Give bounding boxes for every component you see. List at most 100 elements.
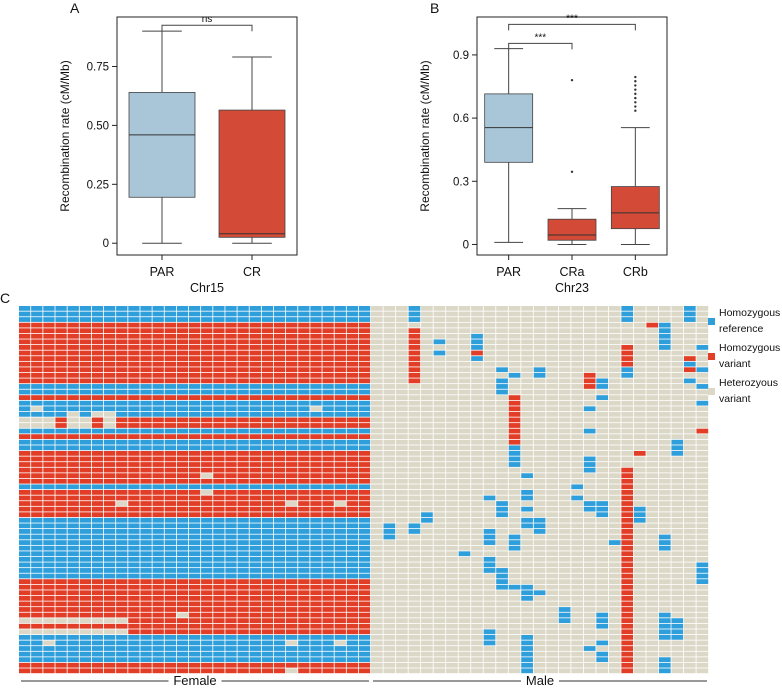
- heatmap-cell: [483, 634, 496, 640]
- heatmap-cell: [633, 306, 646, 311]
- heatmap-cell: [273, 423, 286, 428]
- heatmap-cell: [128, 612, 140, 618]
- heatmap-cell: [346, 384, 359, 389]
- heatmap-cell: [671, 333, 684, 339]
- heatmap-cell: [358, 612, 371, 618]
- heatmap-cell: [358, 333, 371, 339]
- heatmap-cell: [471, 623, 483, 629]
- heatmap-cell: [286, 439, 298, 445]
- heatmap-cell: [508, 629, 521, 635]
- heatmap-cell: [646, 428, 659, 434]
- heatmap-cell: [558, 311, 571, 317]
- heatmap-cell: [273, 467, 286, 473]
- heatmap-cell: [43, 573, 55, 579]
- heatmap-cell: [546, 607, 558, 612]
- heatmap-cell: [646, 501, 659, 506]
- heatmap-cell: [261, 540, 274, 545]
- heatmap-cell: [176, 517, 189, 523]
- heatmap-cell: [646, 350, 659, 356]
- heatmap-cell: [43, 395, 55, 400]
- significance-bracket: [508, 42, 573, 50]
- heatmap-cell: [79, 311, 92, 317]
- heatmap-cell: [658, 512, 671, 518]
- x-tick-label: PAR: [496, 265, 521, 279]
- heatmap-cell: [286, 462, 298, 467]
- heatmap-cell: [683, 562, 696, 568]
- heatmap-cell: [608, 400, 621, 406]
- heatmap-cell: [116, 651, 128, 657]
- heatmap-cell: [249, 562, 261, 568]
- heatmap-cell: [533, 601, 546, 607]
- heatmap-cell: [521, 657, 533, 663]
- heatmap-cell: [116, 534, 128, 540]
- heatmap-cell: [671, 423, 684, 428]
- heatmap-cell: [128, 456, 140, 462]
- heatmap-cell: [358, 473, 371, 479]
- heatmap-cell: [225, 361, 237, 367]
- heatmap-cell: [67, 428, 79, 434]
- heatmap-cell: [213, 333, 225, 339]
- heatmap-cell: [188, 640, 201, 646]
- heatmap-cell: [273, 450, 286, 456]
- heatmap-cell: [298, 640, 310, 646]
- heatmap-cell: [176, 450, 189, 456]
- heatmap-cell: [358, 445, 371, 451]
- heatmap-cell: [31, 579, 43, 584]
- heatmap-cell: [249, 467, 261, 473]
- heatmap-cell: [298, 607, 310, 612]
- heatmap-cell: [571, 562, 584, 568]
- heatmap-cell: [396, 506, 408, 512]
- heatmap-cell: [116, 512, 128, 518]
- heatmap-cell: [633, 501, 646, 506]
- heatmap-cell: [152, 367, 164, 373]
- heatmap-cell: [237, 428, 249, 434]
- heatmap-cell: [596, 556, 609, 562]
- heatmap-cell: [421, 668, 433, 674]
- heatmap-cell: [43, 467, 55, 473]
- heatmap-cell: [621, 411, 634, 417]
- heatmap-cell: [546, 328, 558, 334]
- heatmap-cell: [408, 372, 421, 378]
- heatmap-cell: [546, 467, 558, 473]
- heatmap-cell: [152, 384, 164, 389]
- heatmap-cell: [696, 584, 709, 590]
- heatmap-cell: [322, 317, 334, 322]
- heatmap-cell: [188, 356, 201, 361]
- heatmap-cell: [608, 584, 621, 590]
- heatmap-cell: [249, 595, 261, 601]
- heatmap-cell: [458, 367, 471, 373]
- heatmap-cell: [213, 646, 225, 651]
- heatmap-cell: [533, 406, 546, 412]
- heatmap-cell: [496, 467, 508, 473]
- heatmap-cell: [140, 333, 152, 339]
- heatmap-cell: [79, 523, 92, 529]
- heatmap-cell: [408, 450, 421, 456]
- heatmap-cell: [408, 512, 421, 518]
- heatmap-cell: [164, 501, 176, 506]
- heatmap-cell: [31, 634, 43, 640]
- heatmap-cell: [483, 350, 496, 356]
- heatmap-cell: [571, 634, 584, 640]
- heatmap-cell: [334, 328, 346, 334]
- heatmap-cell: [471, 356, 483, 361]
- heatmap-cell: [646, 601, 659, 607]
- heatmap-cell: [237, 568, 249, 573]
- heatmap-cell: [225, 640, 237, 646]
- heatmap-cell: [286, 367, 298, 373]
- heatmap-cell: [696, 434, 709, 440]
- heatmap-cell: [140, 562, 152, 568]
- heatmap-cell: [322, 506, 334, 512]
- heatmap-cell: [249, 534, 261, 540]
- heatmap-cell: [358, 545, 371, 551]
- heatmap-cell: [546, 322, 558, 328]
- heatmap-cell: [358, 646, 371, 651]
- heatmap-cell: [346, 473, 359, 479]
- heatmap-cell: [188, 450, 201, 456]
- heatmap-cell: [521, 562, 533, 568]
- heatmap-cell: [128, 651, 140, 657]
- heatmap-cell: [213, 406, 225, 412]
- heatmap-cell: [176, 395, 189, 400]
- heatmap-cell: [471, 595, 483, 601]
- heatmap-cell: [237, 478, 249, 484]
- heatmap-cell: [446, 322, 458, 328]
